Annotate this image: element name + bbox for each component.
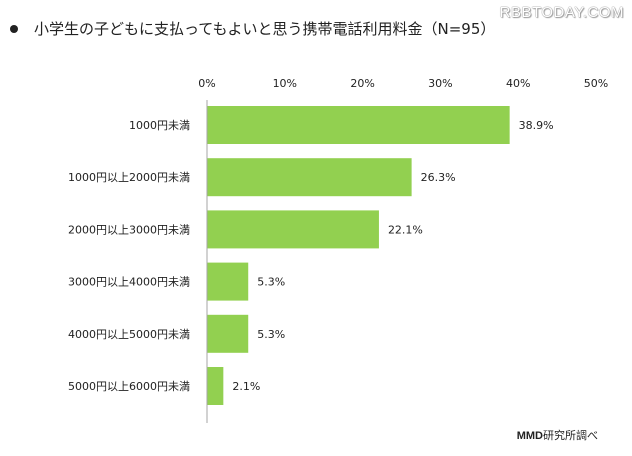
- category-label: 3000円以上4000円未満: [68, 276, 190, 289]
- category-label: 1000円未満: [129, 119, 190, 132]
- bar: [207, 210, 379, 249]
- source-credit: MMD研究所調べ: [517, 427, 598, 443]
- data-label: 2.1%: [232, 380, 260, 393]
- category-label: 1000円以上2000円未満: [68, 171, 190, 184]
- x-tick-label: 40%: [506, 77, 530, 90]
- category-label: 4000円以上5000円未満: [68, 328, 190, 341]
- data-label: 5.3%: [257, 328, 285, 341]
- bullet-icon: [10, 24, 18, 33]
- watermark: RBBTODAY.COM: [499, 4, 624, 21]
- data-label: 22.1%: [388, 223, 423, 236]
- source-brand: MMD: [516, 430, 543, 442]
- bar: [207, 158, 412, 197]
- category-label: 2000円以上3000円未満: [68, 223, 190, 236]
- bar: [207, 262, 249, 301]
- x-tick-label: 10%: [273, 77, 297, 90]
- bar: [207, 367, 224, 405]
- bar: [207, 106, 510, 144]
- data-label: 5.3%: [257, 276, 285, 289]
- bar: [207, 314, 249, 353]
- source-text: 研究所調べ: [543, 429, 598, 442]
- data-label: 38.9%: [519, 119, 554, 132]
- chart-title-row: 小学生の子どもに支払ってもよいと思う携帯電話利用料金（N=95）: [10, 18, 495, 39]
- data-label: 26.3%: [421, 171, 456, 184]
- x-tick-label: 50%: [584, 77, 608, 90]
- x-tick-label: 0%: [198, 77, 215, 90]
- chart-title: 小学生の子どもに支払ってもよいと思う携帯電話利用料金（N=95）: [34, 20, 496, 38]
- category-label: 5000円以上6000円未満: [68, 380, 190, 393]
- x-tick-label: 30%: [428, 77, 452, 90]
- x-tick-label: 20%: [350, 77, 374, 90]
